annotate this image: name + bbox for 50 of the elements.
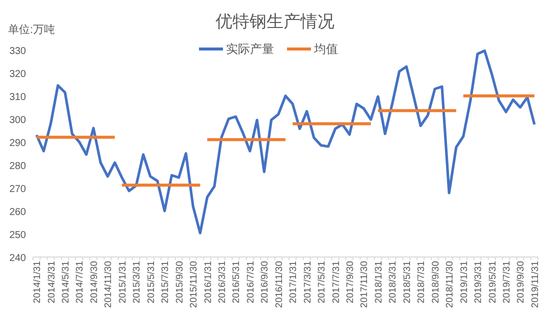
title: 优特钢生产情况 (216, 12, 334, 31)
x-tick-label: 2014/1/31 (32, 261, 44, 304)
x-tick-label: 2018/7/31 (416, 261, 428, 304)
x-tick-label: 2015/9/30 (174, 261, 186, 304)
x-tick-label: 2016/1/31 (202, 261, 214, 304)
x-tick-label: 2014/11/30 (103, 261, 114, 308)
x-tick-label: 2019/9/30 (516, 261, 527, 304)
x-tick-label: 2014/3/31 (46, 261, 58, 304)
x-tick-label: 2017/7/31 (330, 261, 342, 304)
x-tick-label: 2018/1/31 (373, 261, 384, 304)
y-tick-label: 270 (9, 184, 26, 195)
x-tick-label: 2016/11/30 (274, 261, 285, 308)
x-tick-label: 2014/9/30 (88, 261, 100, 304)
x-tick-label: 2019/7/31 (501, 261, 512, 304)
x-tick-label: 2018/11/30 (444, 261, 456, 308)
x-tick-label: 2016/5/31 (231, 261, 242, 304)
x-tick-label: 2016/9/30 (260, 261, 271, 304)
x-tick-label: 2019/3/31 (473, 261, 484, 304)
y-tick-label: 330 (9, 46, 26, 57)
x-tick-label: 2018/9/30 (430, 261, 442, 304)
y-tick-label: 240 (9, 253, 26, 264)
x-tick-label: 2017/1/31 (288, 261, 300, 304)
x-tick-label: 2019/5/31 (487, 261, 498, 304)
y-tick-label: 260 (9, 206, 26, 218)
x-tick-label: 2014/5/31 (60, 261, 72, 304)
x-tick-label: 2014/7/31 (74, 261, 86, 304)
x-tick-label: 2016/7/31 (245, 261, 256, 304)
legend-label: 均值 (313, 42, 338, 56)
y-tick-label: 310 (9, 92, 26, 103)
y-tick-label: 320 (9, 68, 26, 80)
x-tick-label: 2017/5/31 (316, 261, 328, 304)
y-tick-label: 250 (9, 230, 26, 241)
x-tick-label: 2016/3/31 (216, 261, 228, 304)
x-tick-label: 2015/1/31 (117, 261, 128, 304)
x-tick-label: 2015/11/30 (188, 261, 200, 308)
x-tick-label: 2017/3/31 (302, 261, 314, 304)
y-tick-label: 290 (9, 138, 26, 149)
legend-label: 实际产量 (226, 42, 274, 56)
x-tick-label: 2017/9/30 (345, 261, 356, 304)
y-tick-label: 300 (9, 114, 26, 126)
x-tick-label: 2015/7/31 (160, 261, 172, 304)
x-tick-label: 2015/3/31 (132, 261, 143, 304)
x-tick-label: 2017/11/30 (359, 261, 370, 308)
text: 单位:万吨 (8, 23, 56, 36)
y-tick-label: 280 (9, 160, 26, 172)
x-tick-label: 2018/5/31 (402, 261, 413, 304)
x-tick-label: 2019/11/31 (530, 261, 541, 308)
x-tick-label: 2015/5/31 (146, 261, 157, 304)
x-tick-label: 2018/3/31 (388, 261, 399, 304)
x-tick-label: 2019/1/31 (458, 261, 470, 304)
